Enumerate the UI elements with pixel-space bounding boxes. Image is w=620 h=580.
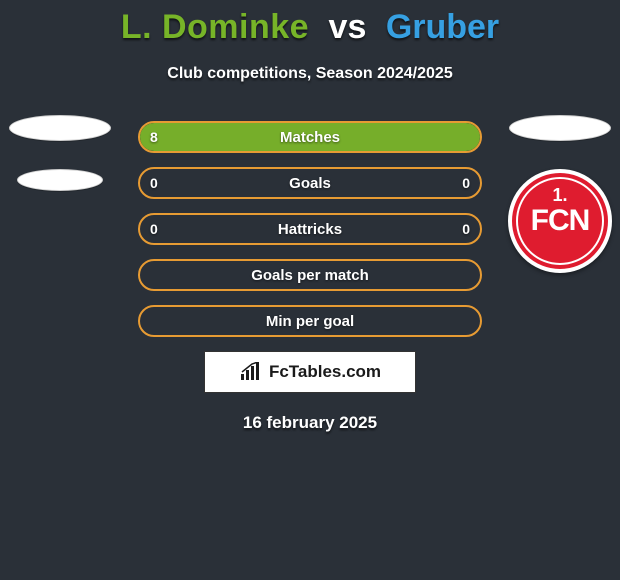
club-badge-placeholder bbox=[17, 169, 103, 191]
badge-top-text: 1. bbox=[552, 185, 567, 206]
bar-value-left: 0 bbox=[150, 221, 158, 237]
date-line: 16 february 2025 bbox=[0, 413, 620, 433]
vs-label: vs bbox=[329, 8, 367, 46]
bar-hattricks: 0 Hattricks 0 bbox=[138, 213, 482, 245]
bar-matches: 8 Matches bbox=[138, 121, 482, 153]
bar-label: Goals bbox=[289, 175, 331, 192]
bars-container: 8 Matches 0 Goals 0 0 Hattricks 0 Goals … bbox=[138, 121, 482, 337]
branding-text: FcTables.com bbox=[269, 362, 381, 382]
player1-name: L. Dominke bbox=[121, 8, 309, 46]
bar-value-right: 0 bbox=[462, 221, 470, 237]
bar-value-right: 0 bbox=[462, 175, 470, 191]
bar-min-per-goal: Min per goal bbox=[138, 305, 482, 337]
comparison-chart: 1. FCN 8 Matches 0 Goals 0 0 Hattricks 0… bbox=[0, 121, 620, 433]
bar-label: Hattricks bbox=[278, 221, 342, 238]
page-title: L. Dominke vs Gruber bbox=[0, 8, 620, 47]
bar-chart-icon bbox=[239, 362, 263, 382]
subtitle: Club competitions, Season 2024/2025 bbox=[0, 65, 620, 83]
bar-goals-per-match: Goals per match bbox=[138, 259, 482, 291]
bar-label: Min per goal bbox=[266, 313, 354, 330]
player2-name: Gruber bbox=[386, 8, 499, 46]
bar-value-left: 8 bbox=[150, 129, 158, 145]
bar-label: Goals per match bbox=[251, 267, 369, 284]
branding-box: FcTables.com bbox=[204, 351, 416, 393]
bar-goals: 0 Goals 0 bbox=[138, 167, 482, 199]
player2-clubs: 1. FCN bbox=[500, 115, 620, 273]
player1-clubs bbox=[0, 115, 120, 219]
club-badge-placeholder bbox=[9, 115, 111, 141]
club-badge-fcn: 1. FCN bbox=[508, 169, 612, 273]
header: L. Dominke vs Gruber Club competitions, … bbox=[0, 0, 620, 83]
club-badge-placeholder bbox=[509, 115, 611, 141]
bar-value-left: 0 bbox=[150, 175, 158, 191]
bar-label: Matches bbox=[280, 129, 340, 146]
